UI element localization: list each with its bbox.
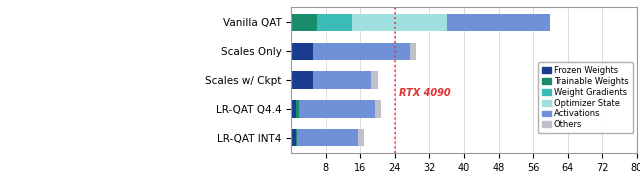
Bar xyxy=(358,129,364,146)
Legend: Frozen Weights, Trainable Weights, Weight Gradients, Optimizer State, Activation: Frozen Weights, Trainable Weights, Weigh… xyxy=(538,62,632,133)
Text: RTX 4090: RTX 4090 xyxy=(399,88,451,98)
Bar xyxy=(313,43,410,60)
Bar xyxy=(313,71,371,89)
Bar xyxy=(371,71,378,89)
Bar xyxy=(352,14,447,31)
Bar xyxy=(410,43,417,60)
Bar xyxy=(447,14,550,31)
Bar xyxy=(291,129,296,146)
Bar xyxy=(374,100,381,118)
Bar xyxy=(299,100,374,118)
Bar xyxy=(296,129,297,146)
Bar xyxy=(297,129,358,146)
Bar xyxy=(291,71,313,89)
Bar xyxy=(296,100,299,118)
Bar xyxy=(291,14,317,31)
Bar xyxy=(317,14,352,31)
Bar xyxy=(291,100,296,118)
Bar xyxy=(291,43,313,60)
